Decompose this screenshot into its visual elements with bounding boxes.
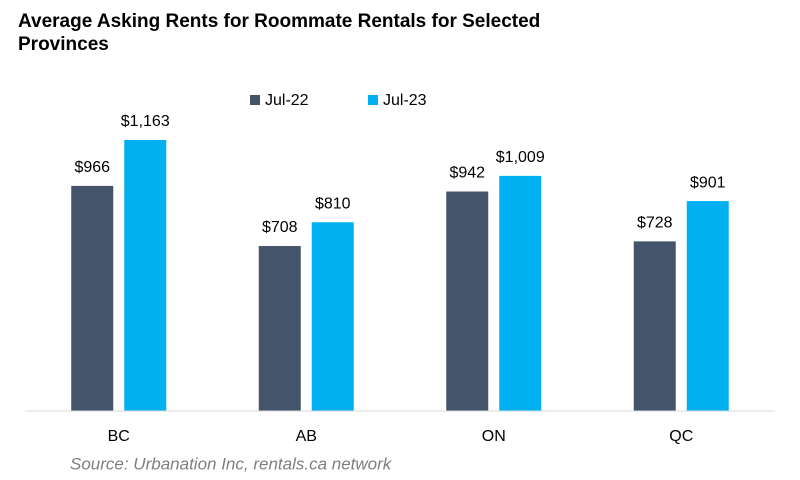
value-label: $810 — [315, 195, 351, 212]
chart-title: Average Asking Rents for Roommate Rental… — [18, 11, 541, 55]
bar — [686, 201, 729, 411]
value-label: $1,009 — [496, 149, 545, 166]
bar — [446, 191, 489, 411]
bar — [71, 185, 114, 411]
legend-swatch — [250, 95, 260, 105]
legend-swatch — [368, 95, 378, 105]
bar — [258, 246, 301, 411]
value-label: $966 — [74, 159, 110, 176]
legend-label: Jul-22 — [265, 92, 309, 109]
source-note: Source: Urbanation Inc, rentals.ca netwo… — [70, 454, 393, 473]
value-label: $942 — [449, 165, 485, 182]
legend-label: Jul-23 — [383, 92, 427, 109]
bar — [499, 175, 542, 411]
value-label: $1,163 — [121, 113, 170, 130]
x-tick-label: AB — [296, 428, 317, 445]
x-tick-label: ON — [482, 428, 506, 445]
x-tick-label: QC — [669, 428, 693, 445]
value-label: $901 — [690, 174, 726, 191]
value-label: $708 — [262, 219, 298, 236]
bar — [124, 140, 167, 411]
bar — [633, 241, 676, 411]
value-label: $728 — [637, 215, 673, 232]
x-tick-label: BC — [108, 428, 130, 445]
bar — [311, 222, 354, 411]
